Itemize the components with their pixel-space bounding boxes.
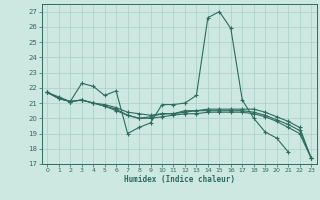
X-axis label: Humidex (Indice chaleur): Humidex (Indice chaleur) xyxy=(124,175,235,184)
